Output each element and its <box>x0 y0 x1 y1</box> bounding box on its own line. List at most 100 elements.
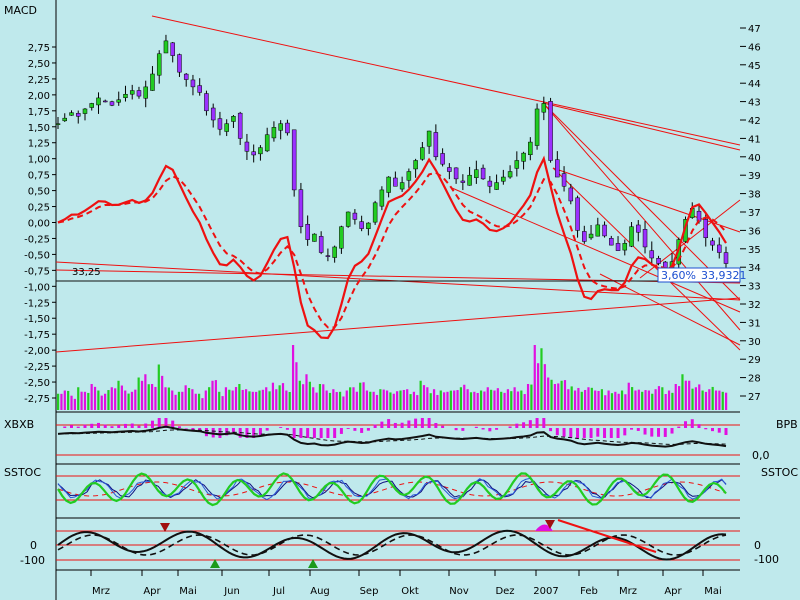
volume-bar <box>241 389 244 410</box>
xbxb-histogram-bar <box>582 428 586 438</box>
volume-bar <box>500 391 503 410</box>
xbxb-histogram-bar <box>312 428 316 438</box>
candle-body <box>190 79 196 88</box>
x-tick-label: Mrz <box>619 586 637 597</box>
volume-bar <box>604 395 607 410</box>
xbxb-label: XBXB <box>4 418 34 431</box>
candle-body <box>345 211 351 227</box>
volume-bar <box>473 391 476 410</box>
xbxb-histogram-bar <box>400 422 404 428</box>
candle-body <box>123 93 128 98</box>
volume-bar <box>402 389 405 410</box>
volume-bar <box>187 387 191 410</box>
xbxb-histogram-bar <box>393 422 397 428</box>
candle-body <box>447 167 452 172</box>
candle-body <box>656 258 661 264</box>
xbxb-histogram-bar <box>454 428 458 431</box>
volume-bar <box>479 390 483 410</box>
xbxb-histogram-bar <box>150 420 154 428</box>
volume-bar <box>661 387 664 410</box>
volume-bar <box>251 391 254 410</box>
right-tick-label: 46 <box>748 42 761 53</box>
volume-bar <box>312 387 315 410</box>
volume-bar <box>691 388 694 410</box>
xbxb-histogram-bar <box>360 428 364 433</box>
xbxb-histogram-bar <box>657 428 661 437</box>
candle-body <box>217 118 223 130</box>
left-tick-label: -2,75 <box>24 394 50 405</box>
volume-bar <box>335 392 338 410</box>
xbxb-histogram-bar <box>542 418 546 428</box>
volume-bar <box>392 393 395 410</box>
volume-bar <box>459 387 463 410</box>
volume-bar <box>701 390 704 410</box>
volume-bar <box>644 390 647 410</box>
candle-body <box>426 130 432 147</box>
volume-bar <box>265 387 268 410</box>
sstoc-left-label: SSTOC <box>4 466 41 479</box>
volume-bar <box>375 394 379 410</box>
volume-bar <box>540 348 543 410</box>
candle-body <box>494 182 499 190</box>
left-tick-label: -0,50 <box>24 250 50 261</box>
volume-bar <box>439 390 442 410</box>
xbxb-histogram-bar <box>319 428 323 438</box>
volume-bar <box>103 393 107 410</box>
buy-arrow-icon <box>210 559 220 568</box>
xbxb-histogram-bar <box>387 419 391 428</box>
volume-bar <box>493 390 496 410</box>
left-tick-label: 1,75 <box>28 107 50 118</box>
volume-bar <box>651 393 654 410</box>
candle-body <box>528 141 533 156</box>
candle-body <box>487 180 493 187</box>
candle-body <box>89 103 94 108</box>
trendline <box>55 297 741 353</box>
xbxb-histogram-bar <box>434 423 438 428</box>
candle-body <box>534 108 540 146</box>
right-tick-label: 28 <box>748 374 761 385</box>
right-tick-label: 31 <box>748 318 761 329</box>
xbxb-histogram-bar <box>231 428 235 433</box>
xbxb-histogram-bar <box>373 424 377 428</box>
sstoc-green-line <box>57 472 727 507</box>
osc-signal <box>57 534 727 556</box>
candle-body <box>170 42 175 56</box>
volume-bar <box>107 390 110 410</box>
xbxb-histogram-bar <box>380 421 384 428</box>
candle-body <box>163 40 169 54</box>
right-tick-label: 33 <box>748 282 761 293</box>
candle-body <box>264 134 270 152</box>
xbxb-histogram-bar <box>488 428 492 432</box>
left-tick-label: -0,25 <box>24 234 50 245</box>
xbxb-histogram-bar <box>569 428 573 438</box>
level-33-25-label: 33,25 <box>72 267 101 278</box>
volume-bar <box>671 392 674 410</box>
candle-body <box>609 238 614 246</box>
volume-bar <box>523 394 526 410</box>
volume-bar <box>584 389 587 410</box>
volume-bar <box>617 393 620 410</box>
volume-bar <box>345 390 348 410</box>
trendline <box>542 102 741 331</box>
xbxb-histogram-bar <box>481 428 485 430</box>
candle-body <box>312 233 317 242</box>
xbxb-histogram-bar <box>76 426 80 428</box>
x-tick-label: Apr <box>143 586 161 597</box>
left-tick-label: -2,25 <box>24 362 50 373</box>
macd-line <box>57 155 727 340</box>
volume-bar <box>318 384 322 410</box>
volume-bar <box>590 387 593 410</box>
volume-bar <box>248 391 251 410</box>
candle-body <box>433 132 439 158</box>
bpb-label: BPB <box>776 418 798 431</box>
xbxb-histogram-bar <box>252 428 256 438</box>
volume-bar <box>560 380 563 410</box>
right-tick-label: 41 <box>748 134 761 145</box>
left-tick-label: -1,00 <box>24 282 50 293</box>
xbxb-histogram-bar <box>326 428 330 438</box>
volume-bar <box>298 380 301 410</box>
xbxb-histogram-bar <box>609 428 613 438</box>
candle-body <box>413 160 418 170</box>
volume-bar <box>698 384 701 410</box>
volume-bar <box>201 398 204 410</box>
